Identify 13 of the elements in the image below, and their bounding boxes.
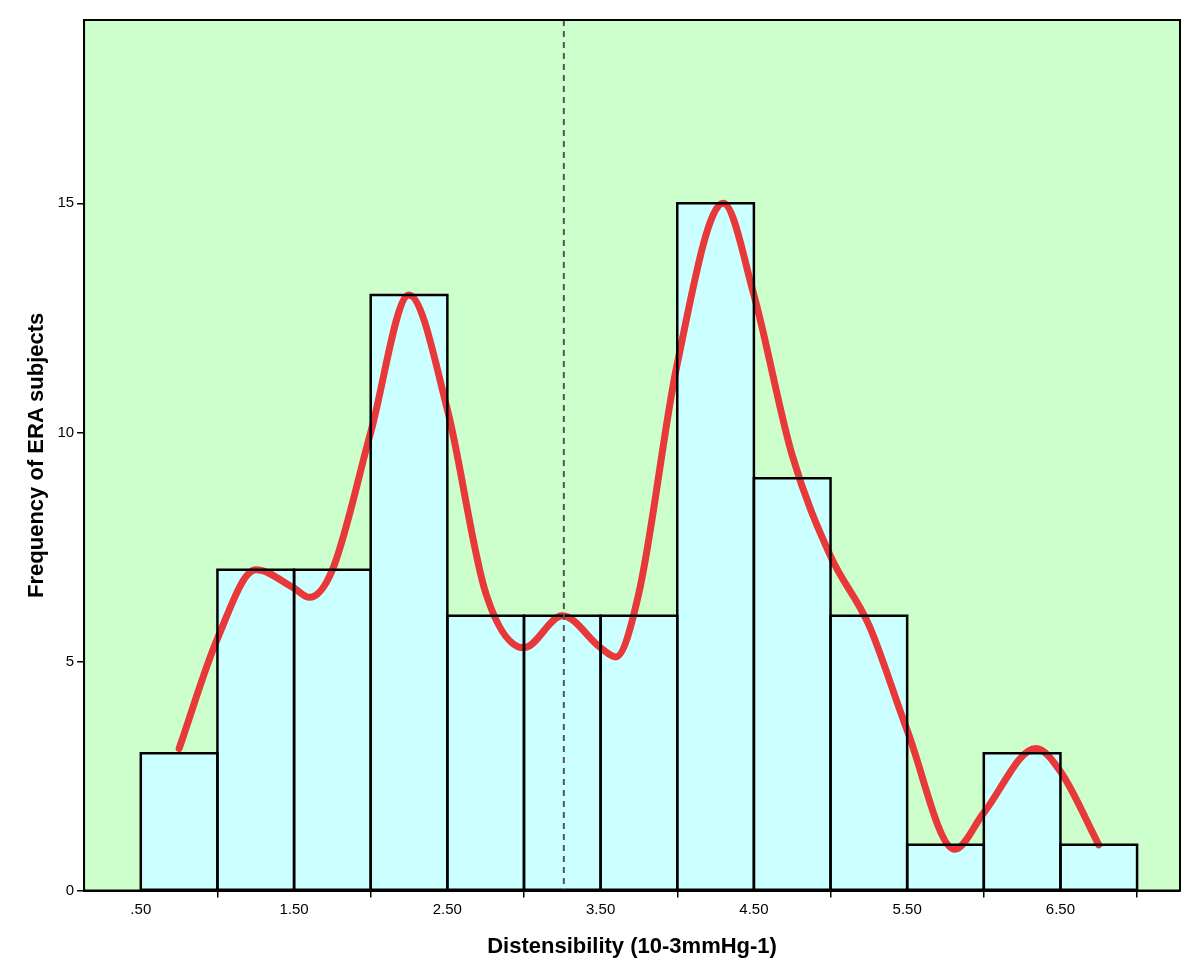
x-tick-label: 2.50	[432, 899, 462, 917]
y-tick-label: 10	[57, 422, 75, 440]
y-tick-label: 0	[65, 880, 75, 898]
x-tick-label: 6.50	[1045, 899, 1076, 917]
y-tick-label: 15	[57, 193, 75, 211]
x-tick-label: 5.50	[892, 899, 922, 917]
x-tick-label: 3.50	[586, 899, 616, 917]
x-axis-title: Distensibility (10-3mmHg-1)	[487, 932, 777, 958]
y-axis-title: Frequency of ERA subjects	[23, 312, 49, 598]
x-tick-label: 1.50	[279, 899, 309, 917]
x-tick-label: 4.50	[739, 899, 769, 917]
y-tick-label: 5	[65, 651, 75, 669]
x-tick-label: .50	[130, 899, 152, 917]
